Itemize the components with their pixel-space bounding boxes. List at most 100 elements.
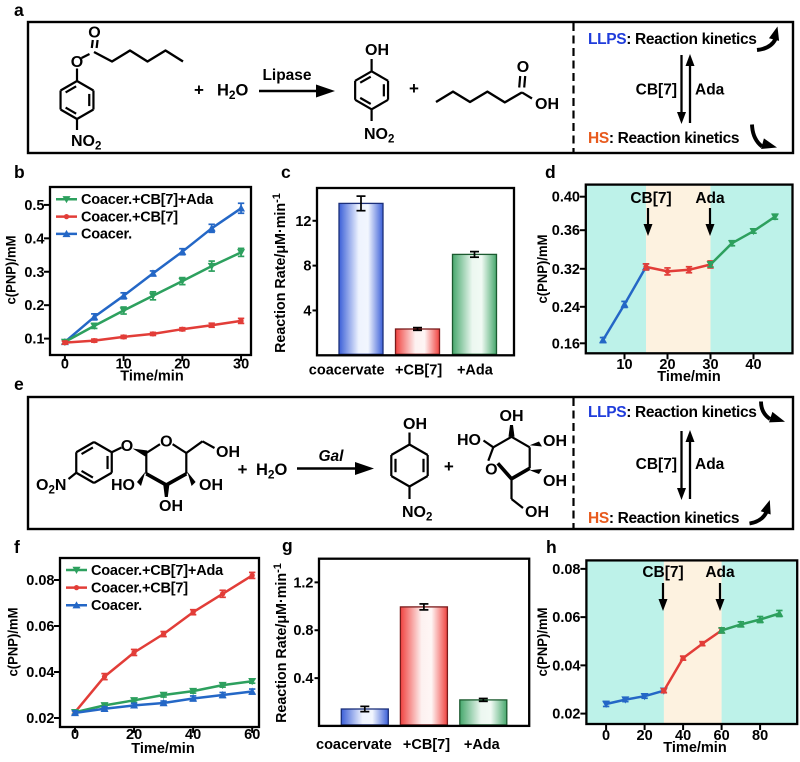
svg-text:0.3: 0.3 — [24, 265, 44, 281]
svg-text:Coacer.+CB[7]: Coacer.+CB[7] — [81, 209, 178, 225]
svg-text:e: e — [14, 374, 24, 394]
svg-text:10: 10 — [116, 357, 132, 373]
svg-text:Coacer.+CB[7]+Ada: Coacer.+CB[7]+Ada — [91, 563, 224, 579]
svg-text:0.02: 0.02 — [552, 707, 580, 723]
svg-text:Lipase: Lipase — [262, 67, 311, 84]
svg-text:coacervate: coacervate — [316, 737, 392, 753]
svg-text:Ada: Ada — [695, 82, 725, 99]
svg-text:OH: OH — [199, 477, 223, 494]
svg-text:H2O: H2O — [217, 82, 249, 103]
svg-text:HS: Reaction kinetics: HS: Reaction kinetics — [588, 510, 739, 527]
svg-text:0.08: 0.08 — [26, 573, 54, 589]
svg-text:Time/min: Time/min — [657, 369, 720, 385]
svg-text:20: 20 — [126, 727, 142, 743]
svg-text:20: 20 — [659, 357, 675, 373]
svg-text:30: 30 — [233, 357, 249, 373]
svg-text:OH: OH — [365, 42, 389, 59]
svg-text:OH: OH — [216, 444, 240, 461]
svg-text:60: 60 — [244, 727, 260, 743]
svg-text:c(PNP)/mM: c(PNP)/mM — [5, 608, 21, 677]
svg-text:CB[7]: CB[7] — [642, 564, 683, 581]
svg-text:0.02: 0.02 — [26, 711, 54, 727]
svg-text:40: 40 — [745, 357, 761, 373]
svg-text:Reaction Rate/μM·min-1: Reaction Rate/μM·min-1 — [272, 563, 290, 723]
svg-text:0.1: 0.1 — [24, 332, 44, 348]
svg-text:Coacer.+CB[7]+Ada: Coacer.+CB[7]+Ada — [81, 192, 214, 208]
svg-text:c(PNP)/mM: c(PNP)/mM — [534, 608, 550, 677]
svg-text:OH: OH — [543, 473, 567, 490]
svg-text:g: g — [282, 536, 293, 556]
svg-text:h: h — [546, 537, 557, 557]
svg-text:0.04: 0.04 — [552, 658, 580, 674]
svg-text:c: c — [281, 162, 291, 182]
svg-text:NO2: NO2 — [71, 133, 101, 153]
svg-text:Reaction Rate/μM·min-1: Reaction Rate/μM·min-1 — [271, 193, 289, 353]
svg-text:HO: HO — [111, 477, 135, 494]
svg-text:0.2: 0.2 — [24, 298, 44, 314]
svg-text:OH: OH — [403, 416, 427, 433]
svg-text:0.24: 0.24 — [552, 300, 580, 316]
svg-text:O: O — [121, 438, 133, 455]
svg-text:O: O — [160, 434, 172, 451]
svg-text:OH: OH — [500, 408, 524, 425]
svg-text:c(PNP)/mM: c(PNP)/mM — [2, 236, 18, 305]
svg-text:f: f — [14, 537, 20, 557]
svg-text:OH: OH — [535, 96, 559, 113]
svg-text:0.06: 0.06 — [552, 610, 580, 626]
svg-text:1.2: 1.2 — [293, 575, 313, 591]
svg-text:80: 80 — [752, 728, 768, 744]
svg-text:+: + — [194, 81, 204, 100]
svg-text:CB[7]: CB[7] — [630, 190, 671, 207]
svg-text:Ada: Ada — [695, 190, 725, 207]
svg-text:O: O — [71, 54, 83, 71]
svg-text:LLPS: Reaction kinetics: LLPS: Reaction kinetics — [588, 404, 757, 421]
svg-text:Coacer.+CB[7]: Coacer.+CB[7] — [91, 580, 188, 596]
svg-text:40: 40 — [675, 728, 691, 744]
svg-text:0.32: 0.32 — [552, 262, 580, 278]
svg-text:O: O — [88, 25, 100, 42]
svg-text:+: + — [238, 460, 248, 479]
svg-text:O: O — [517, 59, 529, 76]
svg-text:+CB[7]: +CB[7] — [395, 363, 442, 379]
svg-text:b: b — [14, 162, 25, 182]
svg-text:Coacer.: Coacer. — [81, 227, 132, 243]
svg-text:OH: OH — [525, 504, 549, 521]
svg-text:0.5: 0.5 — [24, 198, 44, 214]
svg-text:Time/min: Time/min — [120, 369, 183, 385]
svg-text:0.8: 0.8 — [293, 623, 313, 639]
svg-text:coacervate: coacervate — [309, 363, 385, 379]
svg-text:0.04: 0.04 — [26, 665, 54, 681]
svg-text:40: 40 — [185, 727, 201, 743]
svg-text:Coacer.: Coacer. — [91, 598, 142, 614]
svg-text:0: 0 — [602, 728, 610, 744]
svg-text:0.36: 0.36 — [552, 223, 580, 239]
svg-text:H2O: H2O — [256, 461, 288, 482]
svg-text:Time/min: Time/min — [131, 741, 194, 757]
svg-text:NO2: NO2 — [402, 504, 432, 524]
svg-text:Ada: Ada — [695, 456, 725, 473]
svg-text:60: 60 — [714, 728, 730, 744]
svg-text:CB[7]: CB[7] — [636, 456, 677, 473]
svg-text:0.4: 0.4 — [24, 231, 44, 247]
svg-text:c(PNP)/mM: c(PNP)/mM — [534, 235, 550, 304]
svg-text:LLPS: Reaction kinetics: LLPS: Reaction kinetics — [588, 31, 757, 48]
svg-text:+: + — [444, 457, 454, 476]
svg-text:12: 12 — [295, 214, 311, 230]
svg-text:20: 20 — [174, 357, 190, 373]
svg-text:0: 0 — [71, 727, 79, 743]
svg-text:0: 0 — [61, 357, 69, 373]
svg-text:NO2: NO2 — [364, 126, 394, 146]
svg-text:+: + — [409, 79, 419, 98]
svg-text:OH: OH — [159, 498, 183, 515]
svg-text:+CB[7]: +CB[7] — [403, 737, 450, 753]
svg-text:CB[7]: CB[7] — [636, 82, 677, 99]
svg-text:+Ada: +Ada — [457, 363, 494, 379]
svg-text:Time/min: Time/min — [663, 740, 726, 756]
svg-text:4: 4 — [303, 304, 311, 320]
svg-text:+Ada: +Ada — [464, 737, 501, 753]
svg-text:0.16: 0.16 — [552, 336, 580, 352]
svg-text:HO: HO — [457, 432, 481, 449]
svg-text:8: 8 — [303, 259, 311, 275]
svg-text:0.4: 0.4 — [293, 671, 313, 687]
svg-text:30: 30 — [702, 357, 718, 373]
